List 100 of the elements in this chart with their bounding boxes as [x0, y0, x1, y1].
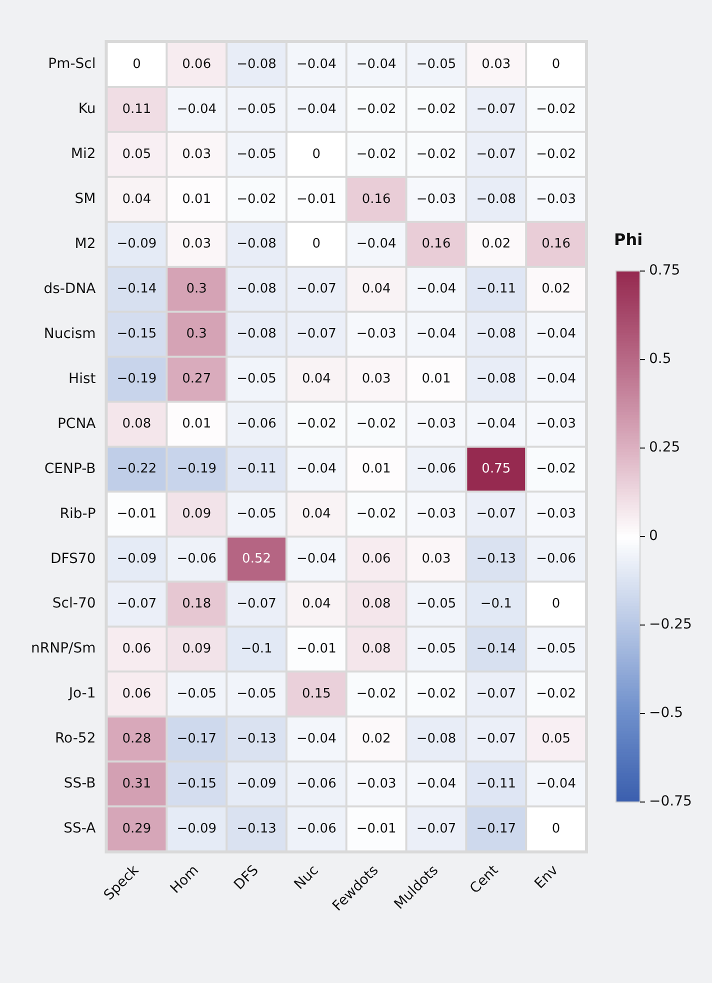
data-label: 0.04	[122, 192, 152, 207]
data-label: 0.01	[182, 192, 212, 207]
data-label: −0.22	[116, 462, 157, 477]
data-label: 0.01	[182, 416, 212, 432]
data-label: −0.04	[356, 56, 396, 72]
data-label: −0.13	[236, 731, 276, 746]
color-bar-label: −0.75	[649, 794, 692, 810]
data-label: 0.09	[182, 641, 212, 656]
data-label: −0.07	[296, 282, 336, 297]
color-bar-title: Phi	[614, 230, 643, 250]
data-label: 0.3	[186, 282, 207, 297]
data-label: 0.06	[182, 56, 212, 72]
data-label: −0.07	[476, 102, 516, 117]
data-label: 0.05	[122, 146, 152, 162]
data-label: −0.04	[296, 731, 336, 746]
data-label: −0.08	[476, 326, 516, 342]
y-tick-label: Nucism	[44, 326, 96, 342]
data-label: −0.08	[416, 731, 456, 746]
data-label: −0.07	[476, 506, 516, 522]
data-label: −0.15	[116, 326, 157, 342]
data-label: −0.05	[236, 506, 276, 522]
data-label: −0.06	[176, 551, 217, 566]
data-label: 0.05	[542, 731, 571, 746]
data-label: −0.1	[480, 596, 512, 612]
data-label: −0.11	[476, 776, 516, 792]
data-label: −0.02	[536, 102, 576, 117]
data-label: 0.01	[422, 372, 451, 387]
data-label: −0.02	[356, 146, 396, 162]
data-label: −0.01	[296, 192, 336, 207]
data-label: −0.04	[416, 282, 456, 297]
y-tick-label: SM	[74, 191, 96, 208]
data-label: −0.05	[416, 641, 456, 656]
color-bar-label: 0.25	[649, 440, 680, 456]
data-label: 0	[552, 596, 560, 612]
data-label: 0	[552, 56, 560, 72]
data-label: −0.02	[296, 416, 336, 432]
data-label: 0.02	[482, 236, 511, 252]
data-label: −0.07	[116, 596, 157, 612]
x-tick-label: Nuc	[291, 862, 322, 893]
data-label: −0.04	[356, 236, 396, 252]
data-label: 0.02	[362, 731, 391, 746]
data-label: 0.29	[122, 821, 152, 836]
data-label: 0.04	[302, 372, 331, 387]
data-label: −0.02	[536, 686, 576, 702]
data-label: −0.13	[476, 551, 516, 566]
y-tick-label: Hist	[68, 370, 96, 387]
data-label: −0.08	[236, 282, 276, 297]
data-label: −0.1	[240, 641, 272, 656]
y-tick-label: Rib-P	[60, 506, 96, 522]
data-label: −0.03	[536, 192, 576, 207]
data-label: 0.16	[542, 236, 571, 252]
data-label: −0.02	[356, 102, 396, 117]
y-tick-label: Ro-52	[54, 730, 96, 747]
data-label: −0.03	[416, 506, 456, 522]
data-label: −0.03	[536, 506, 576, 522]
data-label: −0.04	[416, 776, 456, 792]
data-label: 0.06	[362, 551, 391, 566]
data-label: −0.06	[296, 821, 336, 836]
data-label: −0.17	[176, 731, 217, 746]
data-label: −0.03	[416, 416, 456, 432]
data-label: −0.08	[476, 192, 516, 207]
data-label: 0.08	[362, 596, 391, 612]
data-label: 0.03	[182, 236, 212, 252]
data-label: −0.04	[416, 326, 456, 342]
data-label: −0.08	[476, 372, 516, 387]
data-label: −0.01	[116, 506, 157, 522]
y-tick-label: ds-DNA	[44, 280, 96, 297]
data-label: −0.19	[116, 372, 157, 387]
data-label: −0.04	[296, 102, 336, 117]
color-bar-label: 0.75	[649, 262, 680, 279]
data-label: −0.09	[176, 821, 217, 836]
data-label: −0.03	[356, 326, 396, 342]
data-label: −0.02	[356, 686, 396, 702]
data-label: −0.13	[236, 821, 276, 836]
data-label: 0.16	[422, 236, 451, 252]
data-label: −0.04	[536, 326, 576, 342]
y-tick-label: Mi2	[70, 146, 96, 162]
data-label: −0.02	[416, 102, 456, 117]
data-label: 0	[132, 56, 141, 72]
data-label: 0.03	[362, 372, 391, 387]
data-label: −0.04	[296, 56, 336, 72]
y-tick-label: PCNA	[57, 416, 96, 432]
data-label: −0.08	[236, 236, 276, 252]
data-label: −0.07	[416, 821, 456, 836]
data-label: −0.02	[236, 192, 276, 207]
data-label: −0.17	[476, 821, 516, 836]
data-label: 0.3	[186, 326, 207, 342]
data-label: −0.08	[236, 326, 276, 342]
data-label: −0.14	[116, 282, 157, 297]
data-label: 0.15	[302, 686, 331, 702]
data-label: −0.05	[236, 146, 276, 162]
data-label: −0.03	[536, 416, 576, 432]
data-label: −0.04	[296, 462, 336, 477]
y-tick-label: CENP-B	[44, 460, 96, 477]
data-label: −0.09	[116, 236, 157, 252]
data-label: 0.11	[122, 102, 152, 117]
data-label: −0.05	[416, 56, 456, 72]
data-label: −0.07	[476, 686, 516, 702]
data-label: 0.52	[242, 551, 271, 566]
data-label: 0.03	[422, 551, 451, 566]
